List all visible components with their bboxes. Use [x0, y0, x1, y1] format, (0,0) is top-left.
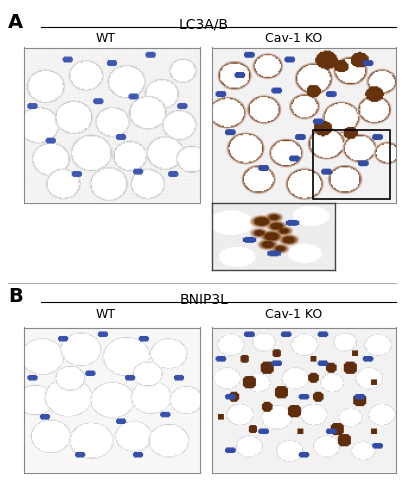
Bar [313, 130, 390, 200]
Text: BNIP3L: BNIP3L [180, 292, 228, 306]
Text: A: A [8, 12, 23, 32]
Text: WT: WT [96, 32, 116, 46]
Text: Cav-1 KO: Cav-1 KO [265, 308, 322, 320]
Text: B: B [8, 288, 23, 306]
Text: LC3A/B: LC3A/B [179, 18, 229, 32]
Text: Cav-1 KO: Cav-1 KO [265, 32, 322, 46]
Text: WT: WT [96, 308, 116, 320]
